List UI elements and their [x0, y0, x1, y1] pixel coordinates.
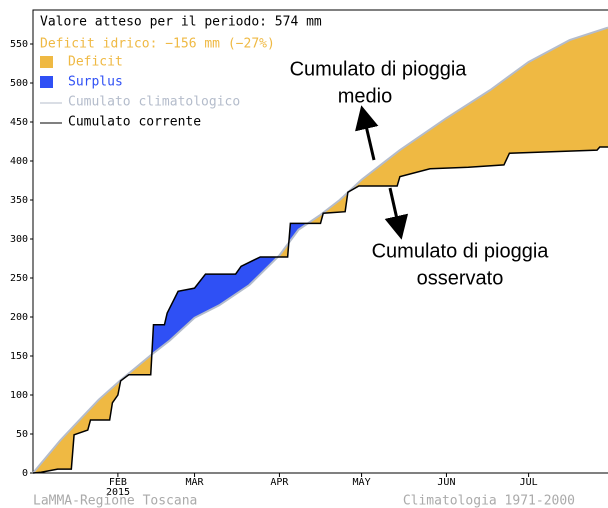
series-line: [32, 26, 608, 474]
annotation: osservato: [417, 267, 504, 289]
x-tick-label: JUL: [520, 477, 538, 488]
legend-text: Cumulato corrente: [68, 115, 201, 130]
x-tick-label: MAR: [186, 477, 205, 488]
x-tick-label: FEB: [109, 477, 127, 488]
x-tick-label: APR: [270, 477, 289, 488]
y-tick-label: 550: [10, 39, 28, 50]
y-tick-label: 350: [10, 195, 28, 206]
surplus-area: [33, 146, 608, 473]
x-year-label: 2015: [106, 487, 130, 498]
series-line: [32, 146, 608, 474]
y-tick-label: 400: [10, 156, 28, 167]
annotation: Cumulato di pioggia: [290, 58, 468, 80]
legend-text: Cumulato climatologico: [68, 95, 240, 110]
annotation: medio: [338, 85, 392, 107]
y-tick-label: 300: [10, 234, 28, 245]
arrow: [355, 105, 379, 161]
y-tick-label: 450: [10, 117, 28, 128]
footer: Climatologia 1971-2000: [403, 494, 575, 508]
deficit-area: [33, 27, 608, 474]
y-tick-label: 100: [10, 390, 28, 401]
y-tick-label: 150: [10, 351, 28, 362]
x-tick-label: MAY: [353, 477, 371, 488]
y-tick-label: 200: [10, 312, 28, 323]
surplus-swatch: [40, 76, 53, 88]
plot-frame: [32, 9, 608, 474]
x-tick-label: JUN: [437, 477, 455, 488]
y-tick-label: 50: [16, 429, 28, 440]
info: Valore atteso per il periodo: 574 mm: [40, 15, 322, 30]
surplus-label: Surplus: [68, 75, 123, 90]
annotation: Cumulato di pioggia: [372, 240, 550, 262]
y-tick-label: 250: [10, 273, 28, 284]
arrow: [384, 187, 409, 240]
deficit-text: Deficit idrico: −156 mm (−27%): [40, 37, 275, 52]
deficit-label: Deficit: [68, 55, 123, 70]
deficit-swatch: [40, 56, 53, 68]
areas: [33, 27, 608, 474]
y-tick-label: 500: [10, 78, 28, 89]
y-tick-label: 0: [22, 468, 28, 479]
footer: LaMMA-Regione Toscana: [33, 494, 197, 508]
